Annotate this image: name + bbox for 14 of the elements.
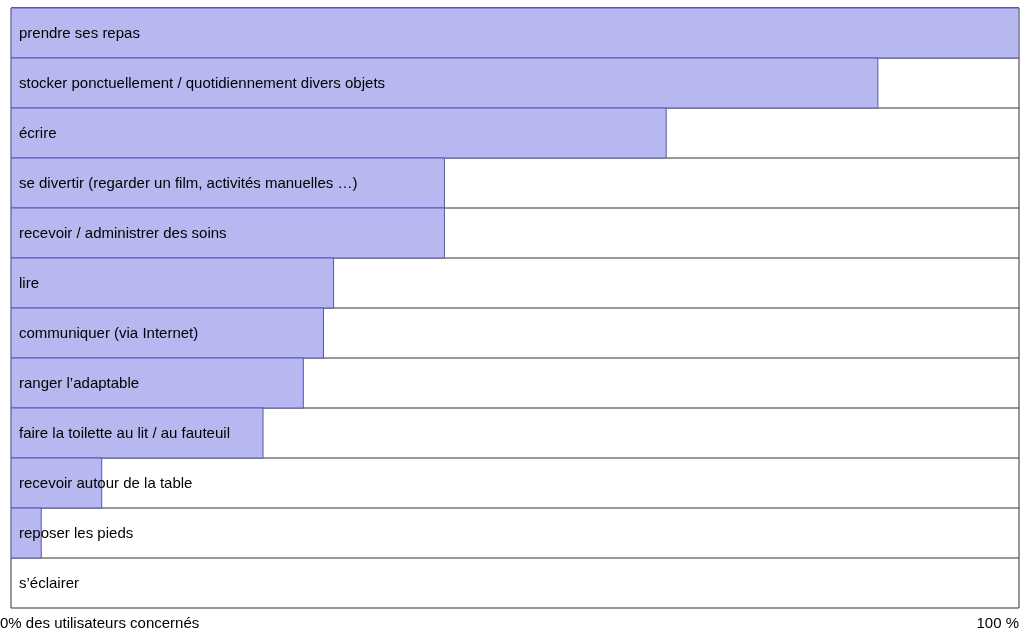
- y-tick-label: recevoir autour de la table: [19, 474, 193, 491]
- y-tick-label: prendre ses repas: [19, 24, 140, 41]
- y-tick-label: communiquer (via Internet): [19, 324, 199, 341]
- annotation: 100 %: [976, 614, 1019, 631]
- y-tick-label: stocker ponctuellement / quotidiennement divers objets: [19, 74, 386, 91]
- y-tick-label: reposer les pieds: [19, 524, 134, 541]
- annotation: 0% des utilisateurs concernés: [0, 614, 200, 631]
- y-tick-label: s’éclairer: [19, 574, 80, 591]
- y-tick-label: faire la toilette au lit / au fauteuil: [19, 424, 230, 441]
- y-tick-label: ranger l’adaptable: [19, 374, 140, 391]
- y-tick-label: lire: [19, 274, 40, 291]
- y-tick-label: se divertir (regarder un film, activités manuelles …): [19, 174, 358, 191]
- y-tick-label: écrire: [19, 124, 57, 141]
- y-tick-label: recevoir / administrer des soins: [19, 224, 227, 241]
